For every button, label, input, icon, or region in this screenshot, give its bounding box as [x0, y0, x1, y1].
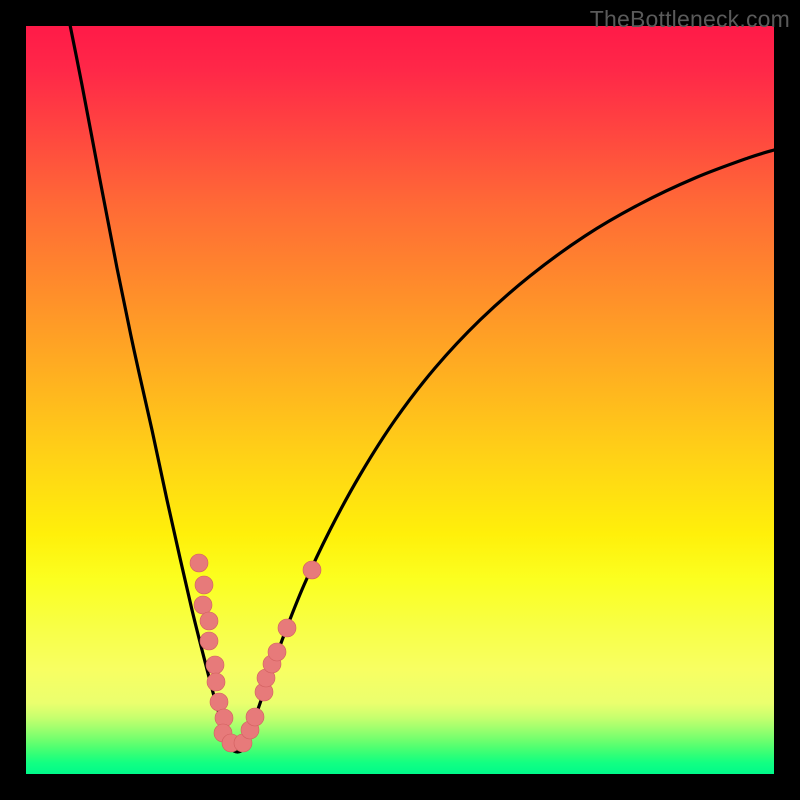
marker-point [268, 643, 286, 661]
marker-point [195, 576, 213, 594]
marker-point [210, 693, 228, 711]
marker-point [278, 619, 296, 637]
marker-point [303, 561, 321, 579]
watermark-text: TheBottleneck.com [590, 6, 790, 33]
marker-point [200, 612, 218, 630]
marker-point [200, 632, 218, 650]
bottleneck-chart [0, 0, 800, 800]
marker-point [206, 656, 224, 674]
marker-point [190, 554, 208, 572]
gradient-plot-area [26, 26, 774, 774]
marker-point [246, 708, 264, 726]
marker-point [194, 596, 212, 614]
marker-point [207, 673, 225, 691]
